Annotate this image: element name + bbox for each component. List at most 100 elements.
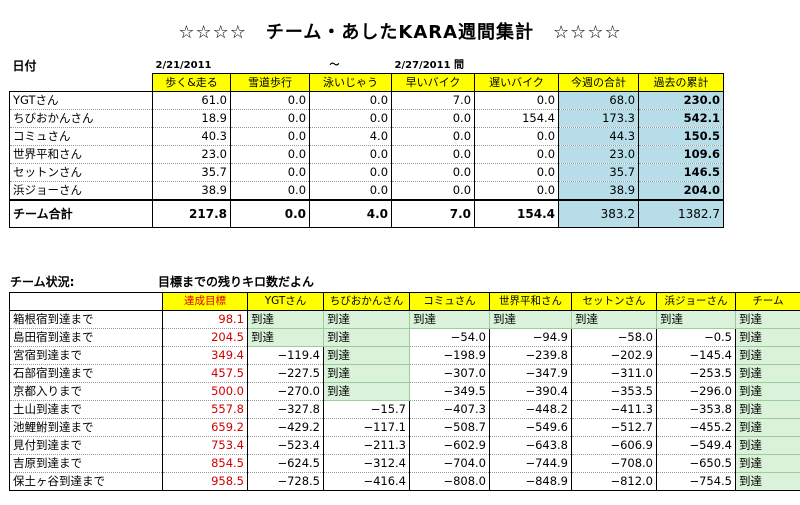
target-value: 557.8	[162, 400, 248, 419]
remaining-cell: −327.8	[247, 400, 324, 419]
target-value: 457.5	[162, 364, 248, 383]
target-value: 659.2	[162, 418, 248, 437]
col-header: YGTさん	[247, 292, 324, 311]
reached-cell: 到達	[571, 310, 657, 329]
reached-cell: 到達	[656, 310, 736, 329]
remaining-cell: −508.7	[409, 418, 490, 437]
col-header: 歩く&走る	[152, 73, 231, 92]
remaining-cell: −523.4	[247, 436, 324, 455]
remaining-cell: −390.4	[489, 382, 572, 401]
cell: 38.9	[558, 181, 640, 201]
remaining-cell: −754.5	[656, 472, 736, 491]
status-header-row: 達成目標 YGTさん ちびおかんさん コミュさん 世界平和さん セットンさん 浜…	[9, 292, 800, 311]
remaining-cell: −296.0	[656, 382, 736, 401]
col-header: コミュさん	[409, 292, 490, 311]
remaining-cell: −119.4	[247, 346, 324, 365]
remaining-cell: −15.7	[323, 400, 410, 419]
cell: 44.3	[558, 127, 640, 146]
col-header: 遅いバイク	[474, 73, 560, 92]
remaining-cell: −549.4	[656, 436, 736, 455]
cell: 23.0	[558, 145, 640, 164]
remaining-cell: −353.8	[656, 400, 736, 419]
cell: 0.0	[229, 181, 311, 201]
row-name: チーム合計	[9, 199, 153, 228]
table-row: 宮宿到達まで 349.4 −119.4 到達 −198.9 −239.8 −202.9 −14…	[9, 346, 800, 365]
target-value: 753.4	[162, 436, 248, 455]
cell: 40.3	[152, 127, 231, 146]
remaining-cell: −239.8	[489, 346, 572, 365]
date-label: 日付	[12, 59, 37, 74]
remaining-cell: −117.1	[323, 418, 410, 437]
remaining-cell: −311.0	[571, 364, 657, 383]
cell: 0.0	[229, 145, 311, 164]
cell: 38.9	[152, 181, 231, 201]
cell: 0.0	[229, 109, 311, 128]
table-row: 土山到達まで 557.8 −327.8 −15.7 −407.3 −448.2 −411.3…	[9, 400, 800, 419]
status-table: 達成目標 YGTさん ちびおかんさん コミュさん 世界平和さん セットンさん 浜…	[9, 292, 800, 491]
reached-cell: 到達	[323, 364, 410, 383]
reached-cell: 到達	[735, 418, 800, 437]
remaining-cell: −94.9	[489, 328, 572, 347]
target-value: 98.1	[162, 310, 248, 329]
table-row: 島田宿到達まで 204.5 到達 到達 −54.0 −94.9 −58.0 −0.5 到達	[9, 328, 800, 347]
row-name: コミュさん	[9, 127, 153, 146]
remaining-cell: −407.3	[409, 400, 490, 419]
reached-cell: 到達	[735, 454, 800, 473]
cell: 23.0	[152, 145, 231, 164]
cell: 217.8	[152, 199, 231, 228]
page-title: ☆☆☆☆ チーム・あしたKARA週間集計 ☆☆☆☆	[178, 22, 622, 43]
cell: 0.0	[229, 91, 311, 110]
row-name: YGTさん	[9, 91, 153, 110]
reached-cell: 到達	[735, 382, 800, 401]
reached-cell: 到達	[735, 472, 800, 491]
col-header: 達成目標	[162, 292, 248, 311]
cell: 0.0	[474, 91, 560, 110]
cell: 154.4	[474, 109, 560, 128]
target-value: 854.5	[162, 454, 248, 473]
cell: 173.3	[558, 109, 640, 128]
milestone-name: 見付到達まで	[9, 436, 163, 455]
cell: 7.0	[391, 91, 476, 110]
table-row: 池鯉鮒到達まで 659.2 −429.2 −117.1 −508.7 −549.6 −512…	[9, 418, 800, 437]
cell: 204.0	[638, 181, 725, 201]
milestone-name: 土山到達まで	[9, 400, 163, 419]
cell: 0.0	[391, 109, 476, 128]
milestone-name: 池鯉鮒到達まで	[9, 418, 163, 437]
reached-cell: 到達	[735, 400, 800, 419]
remaining-cell: −198.9	[409, 346, 490, 365]
cell: 7.0	[391, 199, 476, 228]
remaining-cell: −411.3	[571, 400, 657, 419]
table-row: 吉原到達まで 854.5 −624.5 −312.4 −704.0 −744.9 −708.…	[9, 454, 800, 473]
table-row: 世界平和さん 23.0 0.0 0.0 0.0 0.0 23.0 109.6	[9, 145, 725, 164]
date-separator: ～	[329, 60, 340, 71]
col-header: ちびおかんさん	[323, 292, 410, 311]
col-header: 過去の累計	[638, 73, 725, 92]
cell: 0.0	[309, 163, 393, 182]
cell: 61.0	[152, 91, 231, 110]
target-value: 204.5	[162, 328, 248, 347]
reached-cell: 到達	[735, 328, 800, 347]
cell: 0.0	[391, 145, 476, 164]
reached-cell: 到達	[409, 310, 490, 329]
reached-cell: 到達	[323, 382, 410, 401]
cell: 542.1	[638, 109, 725, 128]
remaining-cell: −744.9	[489, 454, 572, 473]
reached-cell: 到達	[323, 346, 410, 365]
remaining-cell: −808.0	[409, 472, 490, 491]
remaining-cell: −704.0	[409, 454, 490, 473]
remaining-cell: −253.5	[656, 364, 736, 383]
remaining-cell: −602.9	[409, 436, 490, 455]
team-total-row: チーム合計 217.8 0.0 4.0 7.0 154.4 383.2 1382…	[9, 199, 725, 228]
col-header: 世界平和さん	[489, 292, 572, 311]
status-label: チーム状況:	[10, 275, 75, 289]
date-row: 日付 2/21/2011 ～ 2/27/2011 間	[10, 59, 724, 74]
weekly-header-row: 歩く&走る 雪道歩行 泳いじゃう 早いバイク 遅いバイク 今週の合計 過去の累計	[9, 73, 725, 92]
cell: 146.5	[638, 163, 725, 182]
col-header: セットンさん	[571, 292, 657, 311]
remaining-cell: −145.4	[656, 346, 736, 365]
remaining-cell: −512.7	[571, 418, 657, 437]
remaining-cell: −708.0	[571, 454, 657, 473]
remaining-cell: −312.4	[323, 454, 410, 473]
remaining-cell: −650.5	[656, 454, 736, 473]
cell: 0.0	[229, 127, 311, 146]
